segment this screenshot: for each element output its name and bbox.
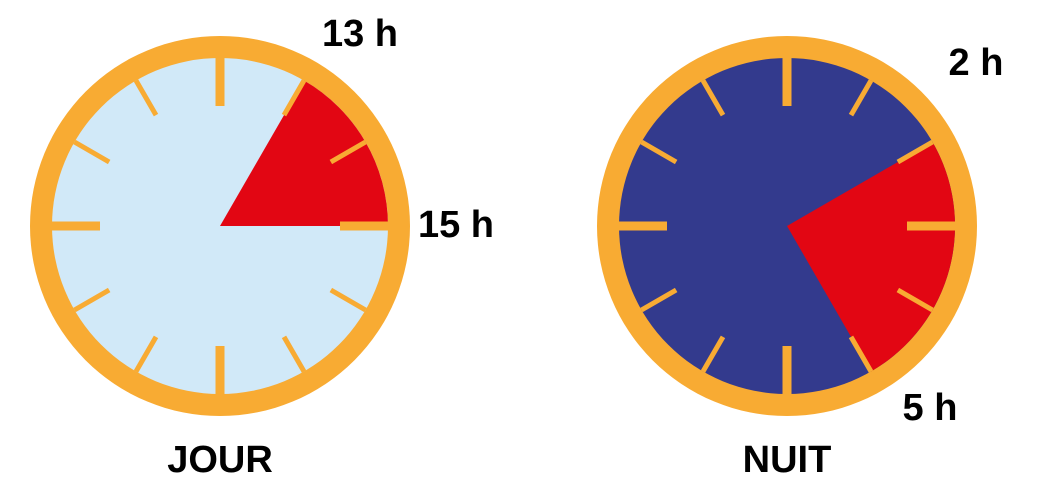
hour-tick <box>329 287 367 313</box>
clock-nuit: 2 h 5 h NUIT <box>597 36 1003 481</box>
sector-end-label: 15 h <box>418 204 494 246</box>
hour-tick <box>133 335 159 373</box>
hour-tick <box>896 287 934 313</box>
time-sector <box>787 142 955 372</box>
hour-tick <box>281 335 307 373</box>
clock-jour: 13 h 15 h JOUR <box>30 13 494 481</box>
clock-title: JOUR <box>167 439 273 481</box>
sector-start-label: 13 h <box>322 13 398 55</box>
sector-start-label: 2 h <box>949 42 1004 84</box>
hour-tick <box>133 79 159 117</box>
hour-tick <box>896 139 934 165</box>
hour-ticks <box>619 58 955 394</box>
hour-tick <box>640 287 678 313</box>
hour-tick <box>640 139 678 165</box>
hour-tick <box>700 335 726 373</box>
hour-tick <box>848 335 874 373</box>
hour-ticks <box>52 58 388 394</box>
hour-tick <box>700 79 726 117</box>
hour-tick <box>848 79 874 117</box>
hour-tick <box>329 139 367 165</box>
hour-tick <box>281 79 307 117</box>
hour-tick <box>73 287 111 313</box>
sector-end-label: 5 h <box>903 387 958 429</box>
time-sector <box>220 80 388 227</box>
clock-title: NUIT <box>743 439 832 481</box>
hour-tick <box>73 139 111 165</box>
